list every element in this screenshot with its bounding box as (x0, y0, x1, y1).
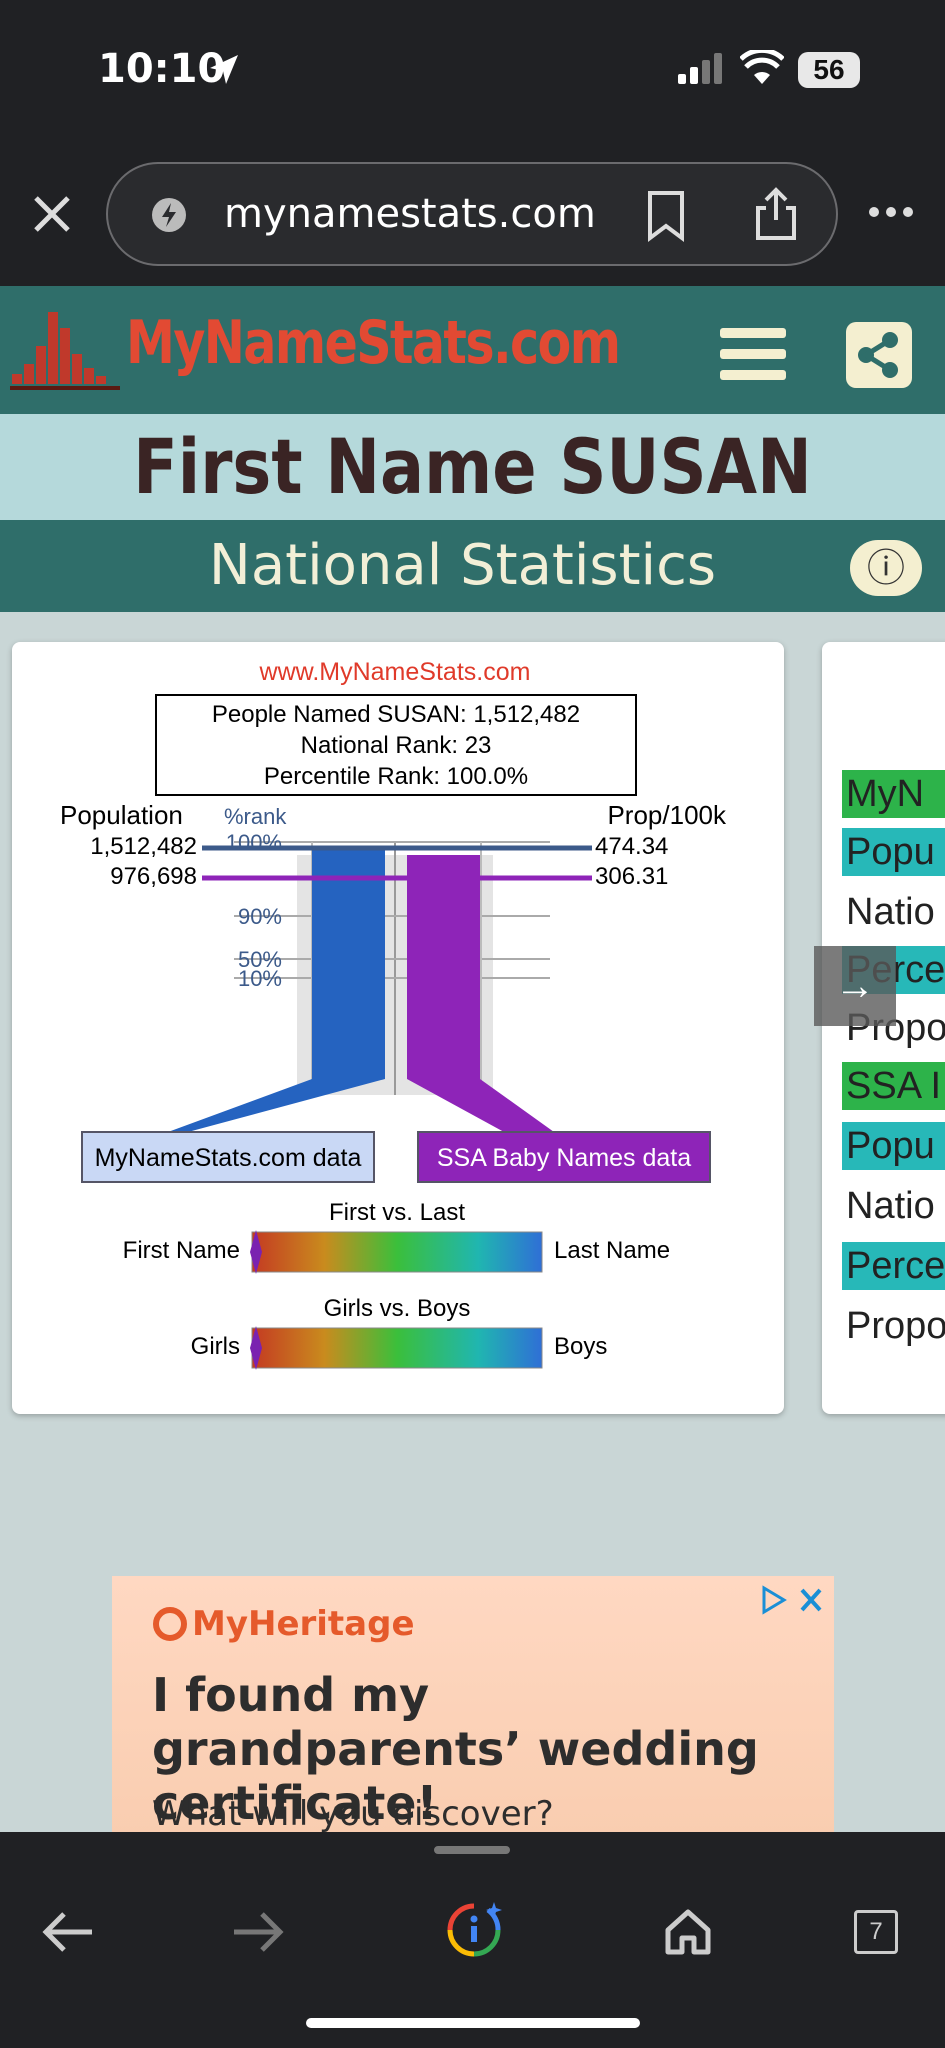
section-title: National Statistics (208, 533, 717, 598)
rank-ticks: 100% 90% 50%10% (226, 830, 550, 1095)
girls-boys-gradient (251, 1327, 543, 1369)
stats-row: Natio (846, 1185, 935, 1227)
carousel-next-button[interactable]: → (814, 946, 896, 1026)
close-tab-icon[interactable] (32, 194, 72, 234)
summary-line-rank: National Rank: 23 (301, 732, 492, 759)
clock: 10:10 (98, 46, 226, 92)
arrow-right-icon: → (835, 964, 875, 1008)
girls-boys-marker (250, 1326, 262, 1370)
prop-value-ssa: 306.31 (595, 863, 668, 890)
browser-toolbar: mynamestats.com (0, 140, 945, 286)
ad-choices-icon[interactable] (758, 1584, 828, 1616)
legend-ssa-label: SSA Baby Names data (437, 1144, 691, 1172)
forward-icon[interactable] (230, 1910, 286, 1954)
share-nodes-icon (858, 332, 898, 378)
bar-connector-mns (168, 1079, 385, 1132)
summary-line-people: People Named SUSAN: 1,512,482 (212, 701, 580, 728)
back-icon[interactable] (40, 1910, 96, 1954)
rank-tick-label: 90% (238, 904, 282, 929)
myheritage-logo-icon (153, 1607, 187, 1641)
summary-line-percentile: Percentile Rank: 100.0% (264, 763, 528, 790)
stats-row: Popu (842, 1122, 945, 1170)
chart-bars (168, 845, 592, 1132)
advertisement[interactable]: MyHeritage I found my grandparents’ wedd… (112, 1576, 834, 1836)
url-text[interactable]: mynamestats.com (224, 191, 596, 237)
stats-row: MyN (842, 770, 945, 818)
first-last-title: First vs. Last (329, 1199, 465, 1226)
bar-connector-ssa (407, 1079, 554, 1132)
rank-tick-label: 50% (238, 947, 282, 972)
status-bar: 10:10 56 (0, 0, 945, 140)
hamburger-menu-icon[interactable] (718, 326, 788, 382)
ad-subtext: What will you discover? (152, 1794, 554, 1834)
site-info-icon[interactable] (150, 196, 188, 234)
info-button[interactable]: ⓘ (850, 540, 922, 596)
location-arrow-icon (210, 55, 238, 84)
first-last-left: First Name (123, 1237, 240, 1264)
drag-handle[interactable] (434, 1846, 510, 1854)
bar-mns (312, 848, 385, 1079)
girls-boys-left: Girls (191, 1333, 240, 1360)
prop-value-mns: 474.34 (595, 833, 668, 860)
home-indicator[interactable] (306, 2018, 640, 2028)
legend-mns[interactable] (81, 1131, 375, 1183)
battery-indicator: 56 (798, 52, 860, 88)
page-title: First Name SUSAN (133, 422, 812, 511)
info-icon: ⓘ (866, 546, 905, 590)
chart-watermark: www.MyNameStats.com (259, 658, 531, 686)
cellular-signal-icon (678, 53, 722, 84)
more-options-icon[interactable] (868, 204, 914, 220)
tabs-count-button[interactable]: 7 (854, 1910, 898, 1954)
population-value-mns: 1,512,482 (90, 833, 197, 860)
ad-brand: MyHeritage (192, 1604, 415, 1644)
share-button[interactable] (846, 322, 912, 388)
stats-table-card[interactable]: MyNPopuNatioPercePropoSSA IPopuNatioPerc… (822, 642, 945, 1414)
wifi-icon (740, 50, 784, 84)
site-header: MyNameStats.com (0, 286, 945, 414)
ad-headline: I found my grandparents’ wedding certifi… (152, 1668, 759, 1830)
stats-row: Popu (842, 828, 945, 876)
google-lens-icon[interactable] (444, 1900, 504, 1960)
home-icon[interactable] (664, 1908, 712, 1956)
first-last-right: Last Name (554, 1237, 670, 1264)
browser-bottom-bar: 7 (0, 1832, 945, 2048)
address-bar[interactable]: mynamestats.com (106, 162, 838, 266)
stats-chart-card[interactable]: www.MyNameStats.com People Named SUSAN: … (12, 642, 784, 1414)
logo-bars-icon[interactable] (10, 306, 120, 396)
share-icon[interactable] (754, 186, 798, 242)
rank-axis-label: %rank (224, 804, 287, 829)
population-axis-label: Population (60, 800, 183, 830)
population-value-ssa: 976,698 (110, 863, 197, 890)
girls-boys-right: Boys (554, 1333, 607, 1360)
prop-axis-label: Prop/100k (607, 800, 727, 830)
legend-mns-label: MyNameStats.com data (95, 1144, 362, 1172)
girls-boys-title: Girls vs. Boys (324, 1295, 471, 1322)
legend-ssa[interactable] (417, 1131, 711, 1183)
first-last-gradient (251, 1231, 543, 1273)
first-last-marker (250, 1230, 262, 1274)
stats-row: Propo (846, 1305, 945, 1347)
rank-tick-label: 10% (238, 966, 282, 991)
national-stats-chart: www.MyNameStats.com People Named SUSAN: … (60, 658, 727, 1370)
bookmark-icon[interactable] (646, 190, 686, 242)
site-logo[interactable]: MyNameStats.com (126, 308, 621, 378)
page-title-bar: First Name SUSAN (0, 414, 945, 520)
stats-row: Natio (846, 891, 935, 933)
stats-row: Perce (842, 1242, 945, 1290)
summary-box (155, 694, 637, 796)
stats-row: SSA I (842, 1062, 945, 1110)
bar-ssa (407, 855, 480, 1079)
section-header: National Statistics ⓘ (0, 520, 945, 612)
rank-tick-label: 100% (226, 830, 282, 855)
